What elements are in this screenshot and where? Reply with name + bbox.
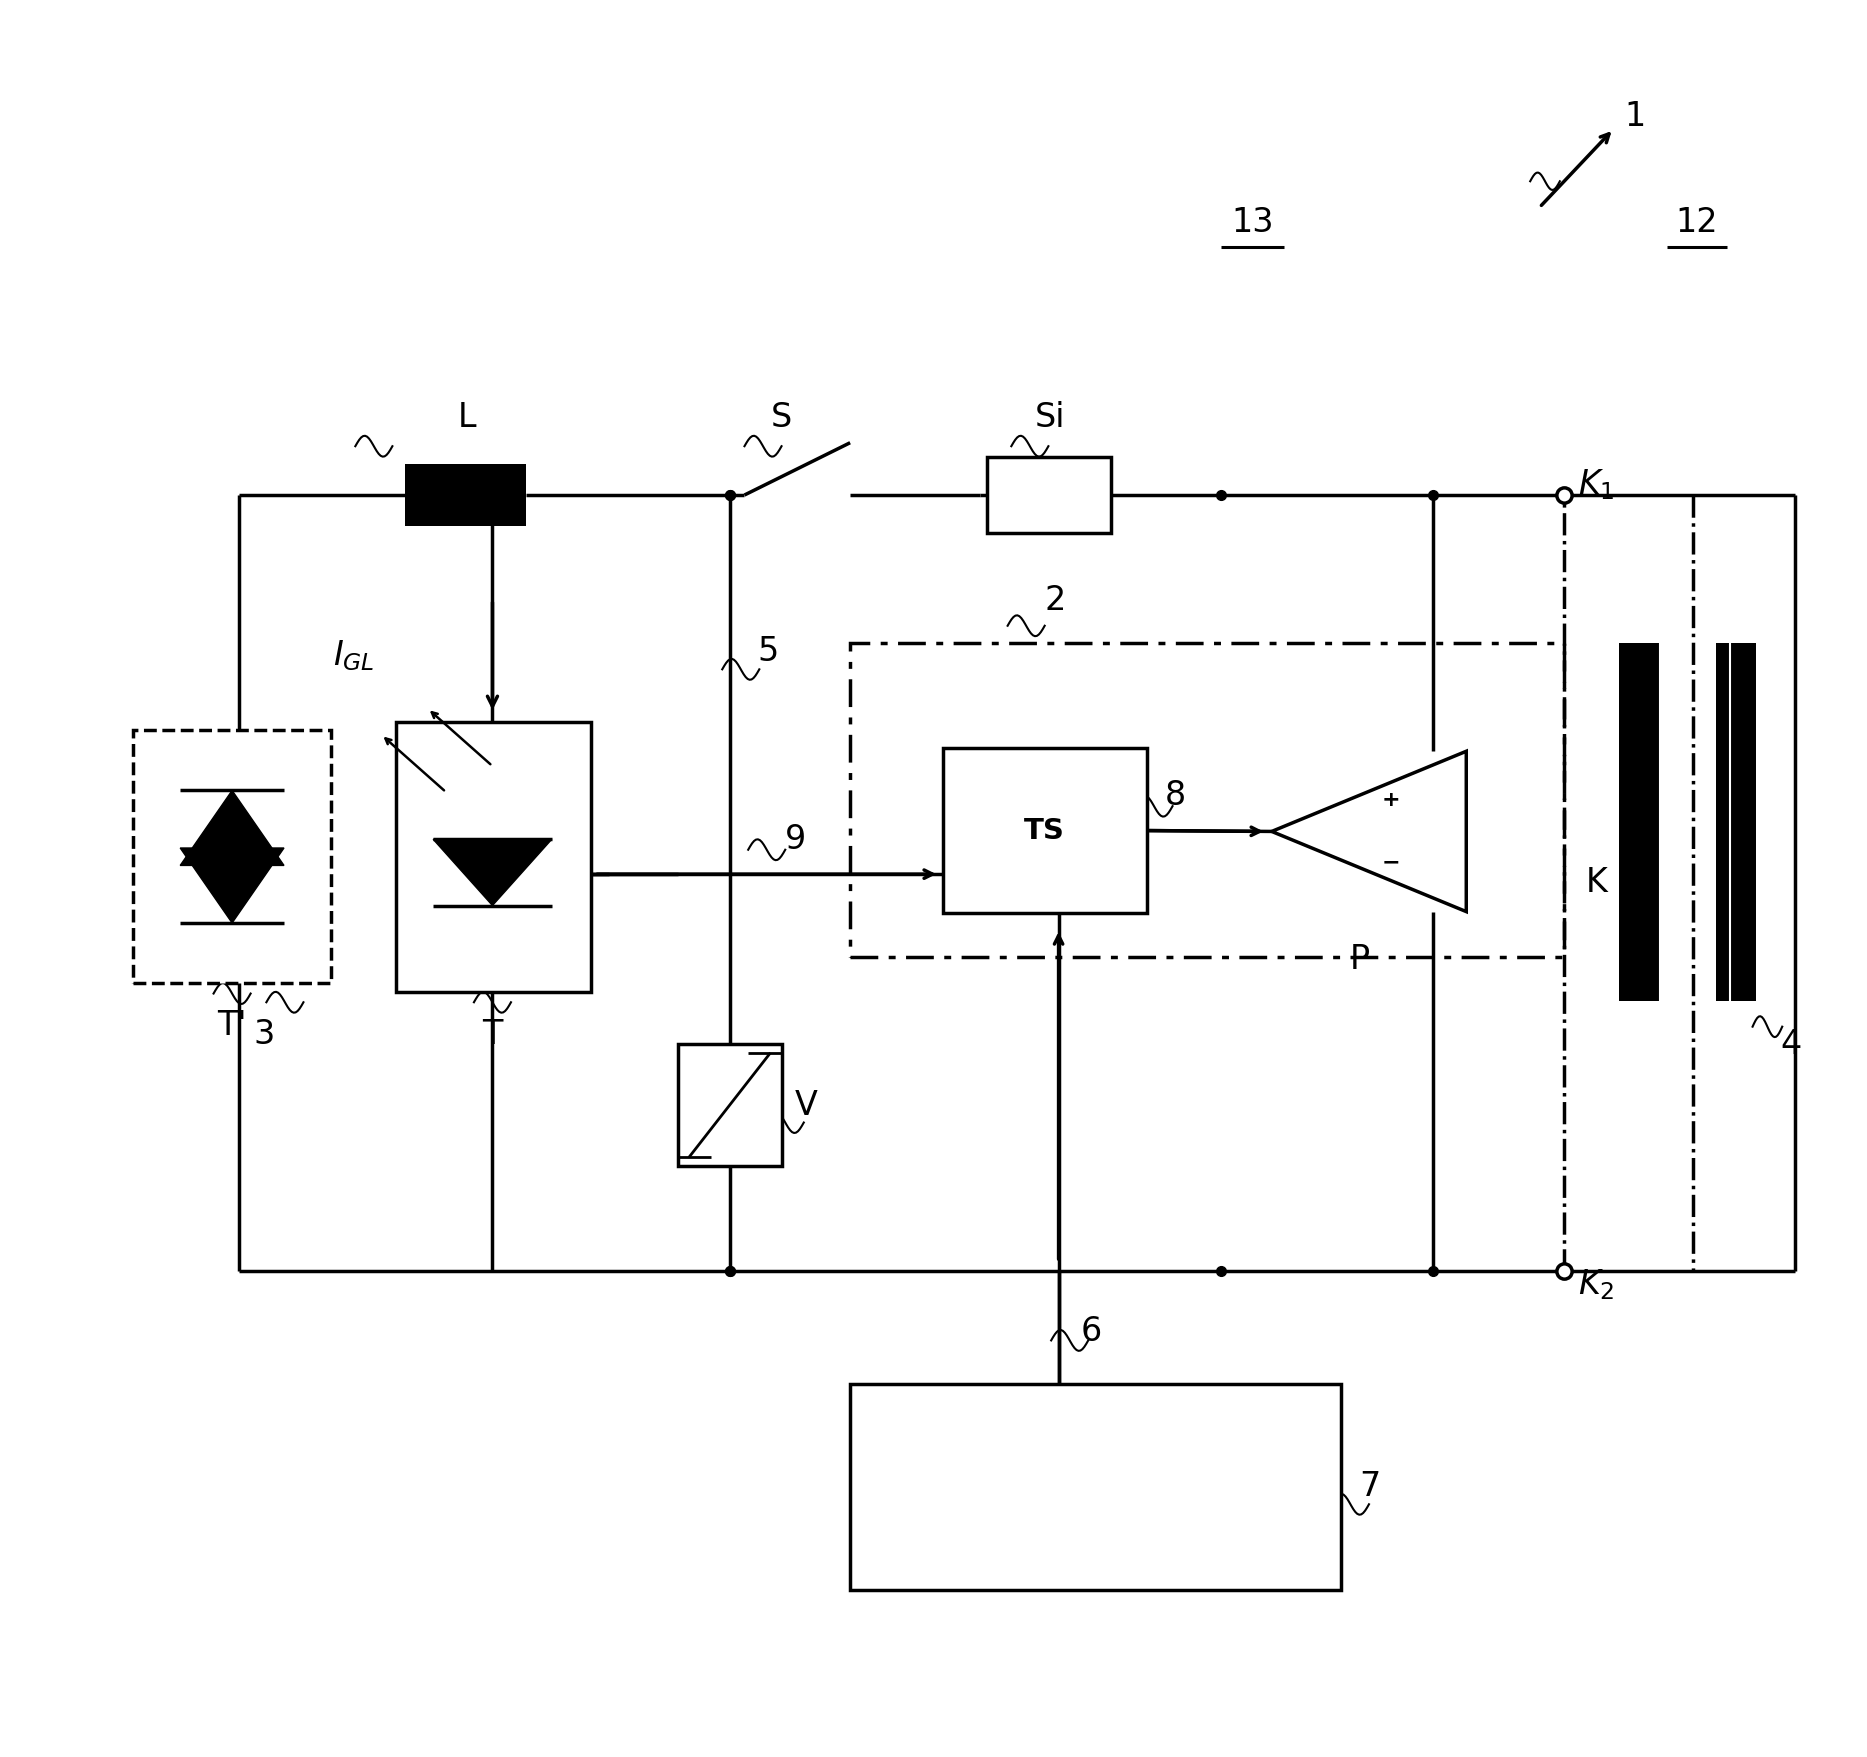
Polygon shape	[433, 840, 553, 905]
Text: 6: 6	[1081, 1316, 1102, 1348]
Polygon shape	[181, 791, 284, 866]
Bar	[988, 457, 1111, 534]
Polygon shape	[1271, 752, 1466, 912]
Text: +: +	[1382, 791, 1400, 810]
Text: K: K	[1585, 866, 1607, 900]
Text: 9: 9	[786, 822, 807, 856]
Text: T': T'	[217, 1009, 246, 1042]
Bar	[849, 643, 1563, 958]
Text: S: S	[771, 401, 792, 434]
Text: P: P	[1350, 944, 1370, 975]
Text: V: V	[795, 1089, 818, 1121]
Text: 8: 8	[1165, 778, 1186, 812]
Text: 5: 5	[758, 636, 779, 668]
Text: $K_1$: $K_1$	[1578, 467, 1615, 503]
Text: 3: 3	[254, 1017, 274, 1051]
Text: L: L	[457, 401, 476, 434]
Text: $I_{GL}$: $I_{GL}$	[332, 638, 373, 673]
Bar	[678, 1044, 782, 1167]
Bar	[396, 722, 590, 991]
Text: 12: 12	[1677, 206, 1718, 239]
Text: 1: 1	[1624, 100, 1647, 134]
Text: 13: 13	[1230, 206, 1273, 239]
Text: 2: 2	[1046, 583, 1066, 617]
Text: T: T	[482, 1017, 502, 1051]
Text: Si: Si	[1034, 401, 1066, 434]
Text: $K_2$: $K_2$	[1578, 1267, 1615, 1302]
Bar	[849, 1385, 1341, 1590]
Text: 7: 7	[1359, 1471, 1382, 1504]
Bar	[405, 464, 526, 527]
Text: TS: TS	[1025, 817, 1066, 845]
Text: −: −	[1382, 852, 1400, 873]
Polygon shape	[181, 849, 284, 922]
Bar	[1619, 643, 1660, 1000]
Bar	[1716, 643, 1757, 1000]
Bar	[133, 731, 330, 984]
Text: 4: 4	[1781, 1028, 1802, 1061]
Bar	[943, 748, 1146, 914]
